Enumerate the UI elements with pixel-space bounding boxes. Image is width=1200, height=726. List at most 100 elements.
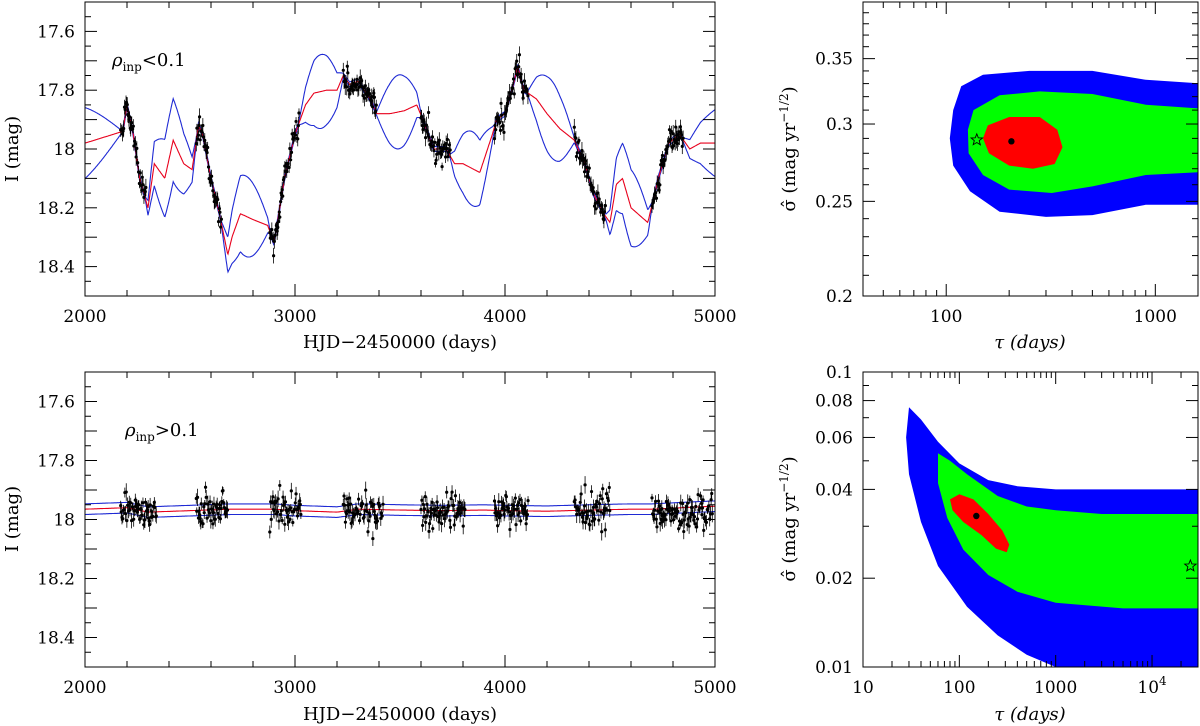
data-point: [292, 136, 296, 140]
data-point: [498, 120, 502, 125]
data-point: [509, 92, 513, 96]
data-point: [698, 494, 703, 498]
x-tick-label: 1000: [1034, 678, 1077, 698]
data-point: [654, 196, 659, 200]
data-point: [209, 174, 214, 178]
data-point: [349, 502, 353, 506]
y-tick-label: 17.8: [37, 452, 75, 472]
data-point: [693, 522, 697, 526]
data-point: [586, 509, 590, 513]
data-point: [577, 138, 581, 143]
data-point: [675, 141, 680, 146]
data-point: [289, 150, 294, 154]
data-point: [502, 130, 506, 134]
data-point: [427, 529, 431, 533]
data-point: [355, 77, 359, 81]
data-point: [128, 508, 132, 512]
model-envelope-upper: [85, 53, 715, 241]
data-point: [367, 511, 372, 515]
data-point: [426, 110, 431, 115]
x-tick-label: 1000: [1134, 307, 1177, 327]
data-point: [298, 502, 302, 507]
data-point: [427, 135, 431, 139]
data-point: [143, 189, 147, 194]
data-point: [132, 517, 136, 521]
data-point: [660, 520, 665, 524]
data-point: [206, 145, 210, 150]
data-point: [219, 506, 223, 511]
data-point: [602, 218, 606, 222]
data-point: [669, 519, 673, 523]
data-point: [653, 508, 657, 512]
data-point: [419, 507, 423, 512]
data-point: [225, 508, 230, 512]
data-point: [198, 516, 202, 521]
x-tick-label: 3000: [273, 678, 316, 698]
data-point: [363, 84, 367, 88]
data-point: [669, 129, 673, 134]
data-point: [206, 502, 210, 506]
data-point: [660, 153, 665, 158]
data-point: [199, 502, 203, 506]
x-tick-label: 5000: [693, 307, 736, 327]
plot-area: [949, 70, 1198, 217]
data-point: [433, 140, 437, 144]
data-point: [526, 499, 530, 503]
data-point: [143, 500, 148, 504]
data-point: [374, 109, 378, 113]
data-point: [663, 158, 667, 162]
data-point: [657, 504, 661, 508]
data-point: [218, 503, 222, 507]
data-point: [517, 53, 522, 57]
data-point: [133, 142, 137, 146]
data-point: [698, 506, 702, 510]
x-tick-label-exponent: 4: [1159, 674, 1167, 688]
data-point: [277, 519, 281, 523]
data-point: [276, 497, 280, 501]
data-point: [442, 505, 446, 509]
data-point: [197, 123, 201, 128]
data-point: [280, 188, 284, 192]
data-point: [526, 94, 530, 98]
data-point: [496, 524, 500, 528]
data-point: [575, 512, 579, 516]
plot-area: [85, 46, 715, 274]
data-point: [423, 495, 427, 499]
data-point: [596, 191, 600, 195]
data-point: [681, 136, 685, 140]
data-point: [211, 510, 216, 515]
data-point: [497, 500, 501, 504]
data-point: [574, 136, 578, 140]
data-point: [380, 514, 384, 518]
data-point: [379, 516, 383, 520]
contour-bottom-ylabel: σ̂ (mag yr−1/2): [777, 456, 800, 581]
data-point: [439, 510, 443, 514]
data-point: [592, 190, 596, 194]
data-point: [589, 509, 593, 513]
data-point: [127, 117, 131, 122]
plot-area: [85, 476, 715, 546]
data-point: [147, 519, 151, 523]
y-tick-label: 0.02: [815, 569, 853, 589]
data-point: [419, 114, 424, 119]
data-point: [222, 506, 226, 510]
data-point: [202, 511, 206, 515]
data-point: [288, 517, 292, 522]
data-point: [270, 228, 274, 232]
data-point: [139, 507, 143, 511]
data-point: [154, 514, 158, 518]
light-curve-bottom-frame: [84, 371, 716, 668]
data-point: [669, 137, 673, 141]
data-point: [690, 505, 694, 510]
best-fit-marker: [973, 512, 980, 520]
input-value-star-marker: [1183, 558, 1198, 572]
y-tick-label: 18.2: [37, 199, 75, 219]
data-point: [143, 518, 147, 522]
data-point: [448, 525, 453, 529]
data-point: [583, 520, 588, 525]
model-mean-line: [85, 505, 715, 513]
data-point: [421, 523, 425, 528]
data-point: [604, 492, 609, 496]
data-point: [293, 133, 297, 137]
data-point: [222, 501, 226, 505]
